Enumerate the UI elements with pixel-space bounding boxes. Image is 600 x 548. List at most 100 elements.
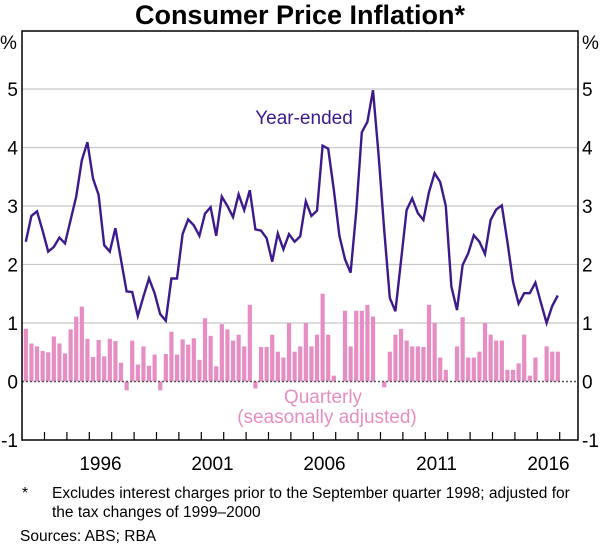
quarterly-bar	[510, 369, 516, 382]
y-tick-label-right: 5	[582, 80, 593, 101]
quarterly-bar	[550, 351, 555, 382]
year-ended-line-group	[24, 89, 559, 328]
quarterly-bar	[544, 346, 549, 382]
quarterly-bar	[124, 381, 129, 391]
quarterly-bar	[432, 323, 437, 382]
y-tick-label-right: 3	[582, 197, 593, 218]
quarterly-bar	[533, 357, 538, 382]
quarterly-bar	[298, 346, 303, 382]
quarterly-bar	[410, 346, 415, 382]
quarterly-bar	[522, 334, 527, 382]
quarterly-bar	[314, 334, 320, 382]
quarterly-bar	[387, 351, 392, 382]
y-tick-label-left: 3	[7, 197, 18, 218]
quarterly-bar	[51, 336, 56, 382]
quarterly-bar	[326, 334, 331, 382]
x-tick-label: 1996	[79, 454, 121, 475]
quarterly-bar	[208, 335, 213, 382]
quarterly-bar	[454, 346, 460, 382]
sources-note: Sources: ABS; RBA	[20, 528, 157, 545]
quarterly-bar	[398, 328, 404, 382]
quarterly-bar	[202, 318, 208, 382]
quarterly-bar	[62, 353, 68, 382]
quarterly-bar	[505, 369, 510, 382]
quarterly-bar	[258, 346, 264, 382]
y-tick-label-left: 0	[7, 373, 18, 394]
quarterly-bar	[219, 324, 224, 382]
year-ended-line	[24, 89, 559, 328]
quarterly-bar	[354, 310, 359, 382]
quarterly-bar	[247, 304, 252, 382]
y-tick-label-right: -1	[582, 431, 599, 452]
year-ended-annotation: Year-ended	[255, 108, 353, 129]
quarterly-bar	[292, 351, 297, 382]
y-tick-label-right: 2	[582, 256, 593, 277]
quarterly-bar	[494, 340, 499, 382]
quarterly-bar	[102, 356, 107, 382]
quarterly-bar	[197, 359, 202, 382]
quarterly-bar	[90, 356, 96, 382]
chart-title: Consumer Price Inflation*	[134, 0, 466, 30]
quarterly-bar	[466, 357, 471, 382]
quarterly-bar	[141, 346, 146, 382]
quarterly-bar	[482, 323, 488, 382]
quarterly-bar	[163, 354, 168, 382]
quarterly-bar	[40, 351, 45, 382]
quarterly-bar	[191, 338, 196, 382]
quarterly-bar	[130, 340, 135, 382]
quarterly-bar	[174, 354, 180, 382]
quarterly-annotation-subtitle: (seasonally adjusted)	[237, 407, 417, 428]
quarterly-bar	[270, 334, 275, 382]
quarterly-bar	[477, 351, 482, 382]
quarterly-bar	[499, 340, 504, 382]
y-axis-left-unit: %	[0, 33, 17, 54]
quarterly-bar	[415, 346, 420, 382]
footnote-marker: *	[22, 485, 29, 502]
y-axis-left-labels: -1 0 1 2 3 4 5	[1, 80, 18, 452]
quarterly-bar	[107, 338, 112, 382]
quarterly-bar	[281, 357, 286, 382]
quarterly-bar	[309, 346, 314, 382]
quarterly-bar	[29, 343, 34, 382]
y-tick-label-left: 2	[7, 256, 18, 277]
quarterly-bar	[365, 304, 370, 382]
y-tick-label-left: 5	[7, 80, 18, 101]
quarterly-bar	[46, 352, 51, 382]
quarterly-bar	[348, 346, 353, 382]
y-tick-label-left: -1	[1, 431, 18, 452]
quarterly-bars	[23, 293, 560, 391]
quarterly-bar	[186, 344, 191, 382]
quarterly-bar	[146, 365, 152, 382]
y-axis-right-labels: -1 0 1 2 3 4 5	[582, 80, 599, 452]
x-tick-label: 2011	[416, 454, 457, 475]
y-tick-label-right: 0	[582, 373, 593, 394]
quarterly-bar	[57, 343, 62, 382]
quarterly-bar	[527, 375, 532, 382]
quarterly-bar	[320, 293, 325, 382]
quarterly-bar	[370, 316, 376, 382]
quarterly-bar	[275, 351, 280, 382]
quarterly-bar	[96, 339, 101, 382]
x-axis-labels: 1996 2001 2006 2011 2016	[79, 454, 569, 475]
quarterly-bar	[421, 346, 426, 382]
quarterly-bar	[242, 346, 247, 382]
quarterly-bar	[359, 310, 364, 382]
x-tick-label: 2001	[191, 454, 233, 475]
quarterly-bar	[85, 338, 90, 382]
quarterly-bar	[488, 334, 493, 382]
quarterly-bar	[253, 381, 258, 389]
plot-frame	[21, 30, 579, 441]
quarterly-bar	[23, 328, 28, 382]
quarterly-bar	[426, 304, 432, 382]
quarterly-bar	[460, 317, 465, 382]
quarterly-bar	[342, 310, 348, 382]
quarterly-bar	[471, 357, 476, 382]
quarterly-bar	[214, 366, 219, 382]
y-tick-label-left: 4	[7, 139, 18, 160]
quarterly-bar	[331, 375, 336, 382]
quarterly-bar	[152, 354, 157, 382]
quarterly-bar	[236, 334, 241, 382]
quarterly-bar	[516, 363, 521, 382]
y-axis-right-unit: %	[582, 33, 599, 54]
